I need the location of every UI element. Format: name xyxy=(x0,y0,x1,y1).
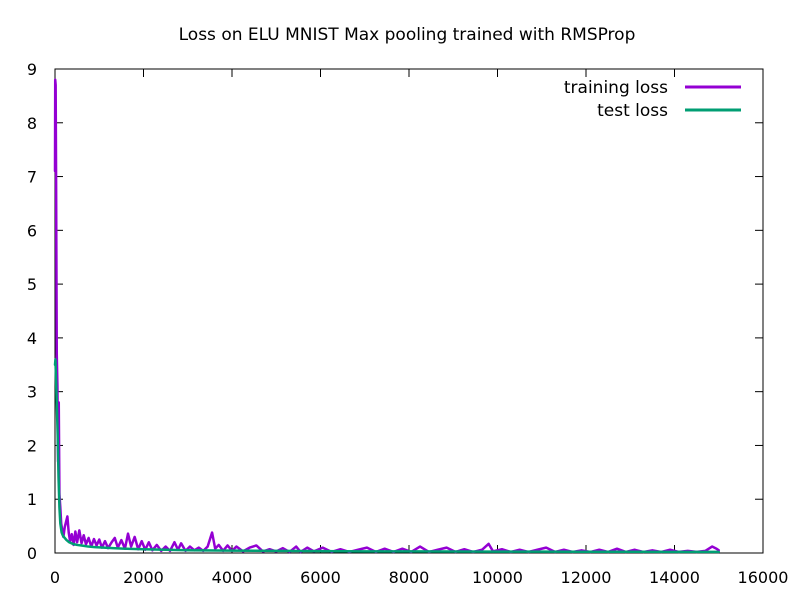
x-tick-label: 8000 xyxy=(389,568,430,587)
plot-area: 0 2000 4000 6000 8000 10000 12000 14000 16000 0 1… xyxy=(27,60,789,587)
series-line-test-loss xyxy=(53,358,720,554)
y-tick-label: 6 xyxy=(27,221,37,240)
x-tick-label: 4000 xyxy=(212,568,253,587)
x-tick-label: 2000 xyxy=(123,568,164,587)
x-tick-label: 12000 xyxy=(561,568,612,587)
legend-label-training-loss: training loss xyxy=(564,78,668,98)
y-tick-label: 4 xyxy=(27,329,37,348)
y-tick-label: 5 xyxy=(27,275,37,294)
x-tick-label: 16000 xyxy=(738,568,789,587)
x-tick-label: 14000 xyxy=(649,568,700,587)
y-tick-label: 1 xyxy=(27,490,37,509)
y-tick-label: 7 xyxy=(27,168,37,187)
y-tick-label: 0 xyxy=(27,544,37,563)
legend: training loss test loss xyxy=(564,78,741,121)
y-tick-label: 9 xyxy=(27,60,37,79)
legend-label-test-loss: test loss xyxy=(597,101,668,121)
y-tick-label: 2 xyxy=(27,436,37,455)
chart-title: Loss on ELU MNIST Max pooling trained wi… xyxy=(179,25,636,45)
x-axis: 0 2000 4000 6000 8000 10000 12000 14000 16000 xyxy=(50,69,789,587)
y-axis: 0 1 2 3 4 5 6 7 8 9 xyxy=(27,60,763,563)
series-lines xyxy=(53,78,720,554)
series-line-training-loss xyxy=(53,78,720,554)
x-tick-label: 10000 xyxy=(472,568,523,587)
y-tick-label: 8 xyxy=(27,114,37,133)
x-tick-label: 6000 xyxy=(300,568,341,587)
y-tick-label: 3 xyxy=(27,383,37,402)
x-tick-label: 0 xyxy=(50,568,60,587)
plot-frame xyxy=(54,68,764,554)
